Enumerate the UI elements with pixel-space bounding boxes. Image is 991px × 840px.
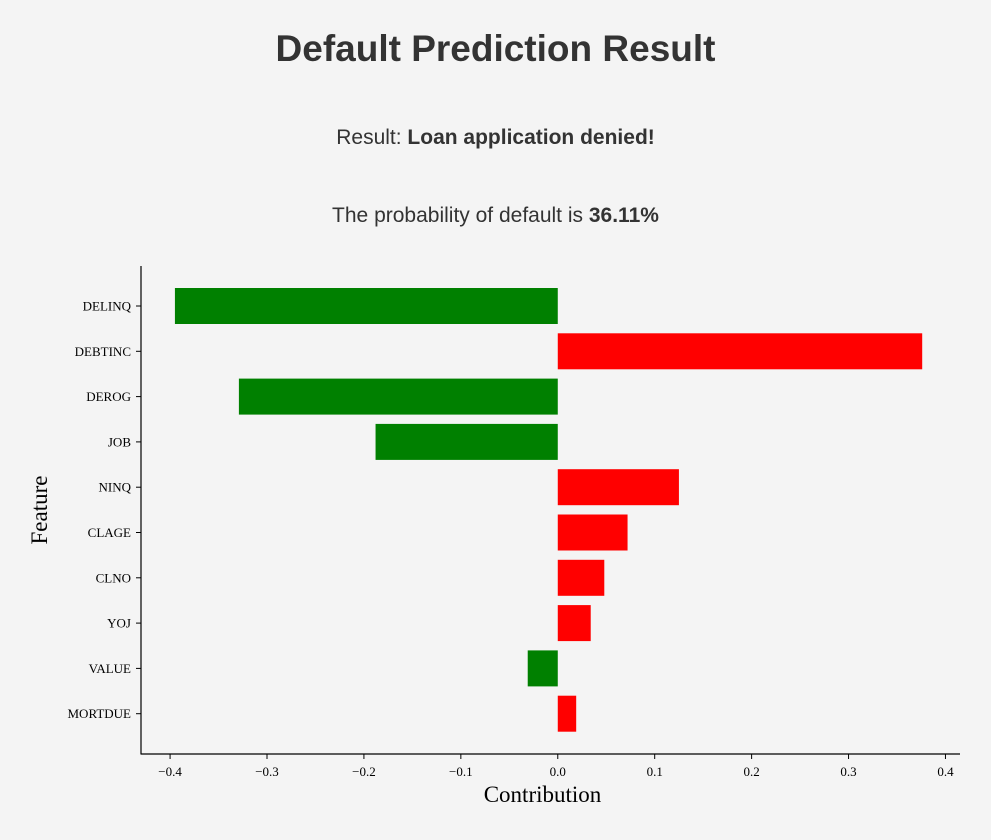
bar-debtinc bbox=[557, 333, 923, 370]
y-tick-label: VALUE bbox=[89, 661, 131, 676]
x-tick-label: −0.1 bbox=[449, 764, 473, 779]
bar-mortdue bbox=[557, 695, 577, 732]
x-axis-title: Contribution bbox=[484, 782, 602, 807]
y-tick-label: CLAGE bbox=[88, 525, 131, 540]
y-tick-label: DEBTINC bbox=[75, 344, 131, 359]
bar-job bbox=[375, 423, 558, 460]
y-tick-label: DELINQ bbox=[83, 299, 132, 314]
result-prefix: Result: bbox=[336, 126, 408, 149]
bar-yoj bbox=[557, 605, 591, 642]
probability-prefix: The probability of default is bbox=[332, 204, 589, 227]
x-tick-label: 0.1 bbox=[647, 764, 663, 779]
y-tick-label: YOJ bbox=[107, 616, 131, 631]
y-axis-title: Feature bbox=[27, 476, 52, 545]
y-tick-label: MORTDUE bbox=[68, 706, 132, 721]
y-tick-label: JOB bbox=[108, 434, 131, 449]
x-tick-label: −0.3 bbox=[255, 764, 279, 779]
bar-clno bbox=[557, 559, 605, 596]
x-tick-label: 0.3 bbox=[840, 764, 856, 779]
result-value: Loan application denied! bbox=[407, 126, 655, 149]
bar-clage bbox=[557, 514, 628, 551]
page-title: Default Prediction Result bbox=[275, 28, 716, 69]
x-tick-label: 0.2 bbox=[743, 764, 759, 779]
x-tick-label: 0.0 bbox=[550, 764, 566, 779]
bar-ninq bbox=[557, 469, 679, 506]
probability-line: The probability of default is 36.11% bbox=[0, 204, 991, 228]
bar-delinq bbox=[174, 288, 558, 324]
x-tick-label: −0.4 bbox=[158, 764, 182, 779]
y-tick-label: NINQ bbox=[99, 480, 132, 495]
bar-value bbox=[527, 650, 558, 687]
y-tick-label: CLNO bbox=[96, 570, 131, 585]
x-tick-label: 0.4 bbox=[937, 764, 954, 779]
result-line: Result: Loan application denied! bbox=[0, 126, 991, 150]
bar-derog bbox=[238, 378, 558, 415]
x-tick-label: −0.2 bbox=[352, 764, 376, 779]
probability-value: 36.11% bbox=[588, 204, 659, 227]
y-tick-label: DEROG bbox=[86, 389, 131, 404]
